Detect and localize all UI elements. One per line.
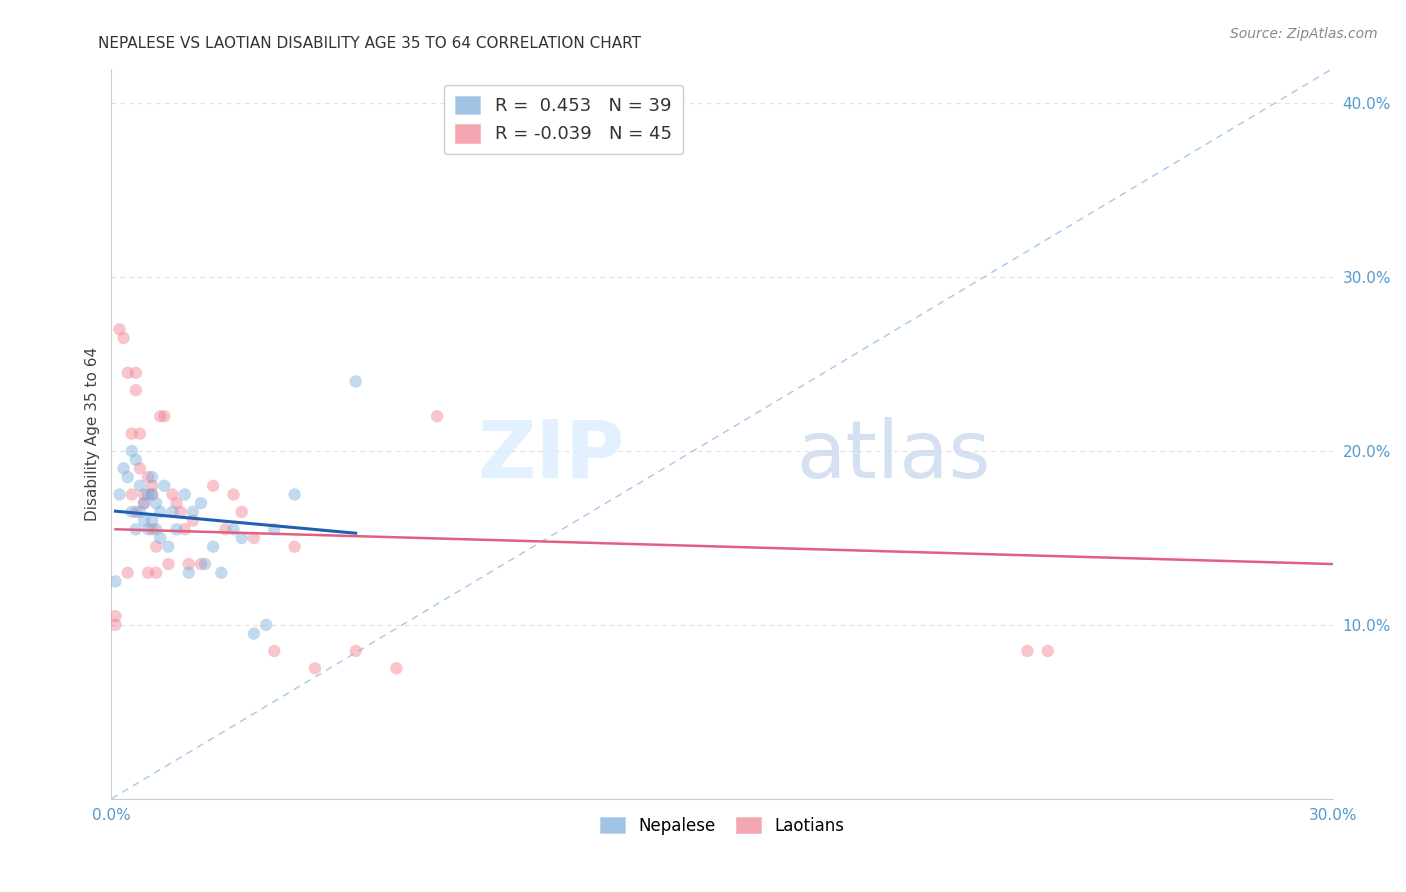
Point	[173, 487, 195, 501]
Point	[141, 514, 163, 528]
Point	[149, 505, 172, 519]
Point	[149, 409, 172, 424]
Point	[129, 461, 152, 475]
Point	[121, 487, 143, 501]
Point	[231, 531, 253, 545]
Point	[149, 531, 172, 545]
Point	[153, 409, 176, 424]
Point	[145, 540, 167, 554]
Point	[190, 496, 212, 510]
Point	[263, 522, 285, 536]
Point	[284, 487, 307, 501]
Point	[121, 505, 143, 519]
Point	[162, 505, 184, 519]
Point	[108, 487, 131, 501]
Point	[108, 322, 131, 336]
Point	[141, 522, 163, 536]
Point	[166, 522, 188, 536]
Point	[141, 487, 163, 501]
Point	[254, 618, 277, 632]
Point	[136, 470, 159, 484]
Y-axis label: Disability Age 35 to 64: Disability Age 35 to 64	[86, 347, 100, 521]
Point	[145, 566, 167, 580]
Point	[141, 487, 163, 501]
Point	[104, 618, 127, 632]
Point	[132, 496, 155, 510]
Point	[141, 470, 163, 484]
Point	[166, 496, 188, 510]
Point	[132, 487, 155, 501]
Text: atlas: atlas	[796, 417, 991, 494]
Point	[104, 609, 127, 624]
Point	[202, 540, 225, 554]
Point	[222, 487, 245, 501]
Point	[1017, 644, 1039, 658]
Point	[112, 331, 135, 345]
Point	[145, 522, 167, 536]
Point	[344, 644, 367, 658]
Point	[117, 470, 139, 484]
Point	[426, 409, 449, 424]
Point	[136, 487, 159, 501]
Point	[162, 487, 184, 501]
Point	[202, 479, 225, 493]
Point	[132, 496, 155, 510]
Point	[214, 522, 236, 536]
Point	[121, 444, 143, 458]
Point	[284, 540, 307, 554]
Point	[177, 557, 200, 571]
Point	[125, 366, 148, 380]
Point	[136, 566, 159, 580]
Point	[125, 505, 148, 519]
Point	[125, 383, 148, 397]
Point	[190, 557, 212, 571]
Point	[125, 452, 148, 467]
Point	[209, 566, 232, 580]
Point	[173, 522, 195, 536]
Point	[222, 522, 245, 536]
Point	[117, 366, 139, 380]
Point	[243, 531, 266, 545]
Point	[125, 522, 148, 536]
Point	[145, 496, 167, 510]
Point	[112, 461, 135, 475]
Point	[136, 522, 159, 536]
Point	[104, 574, 127, 589]
Point	[153, 479, 176, 493]
Point	[141, 479, 163, 493]
Legend: R =  0.453   N = 39, R = -0.039   N = 45: R = 0.453 N = 39, R = -0.039 N = 45	[444, 85, 682, 154]
Point	[129, 479, 152, 493]
Point	[263, 644, 285, 658]
Point	[157, 557, 180, 571]
Point	[304, 661, 326, 675]
Point	[121, 426, 143, 441]
Point	[117, 566, 139, 580]
Point	[169, 505, 191, 519]
Point	[181, 505, 204, 519]
Point	[177, 566, 200, 580]
Point	[231, 505, 253, 519]
Text: NEPALESE VS LAOTIAN DISABILITY AGE 35 TO 64 CORRELATION CHART: NEPALESE VS LAOTIAN DISABILITY AGE 35 TO…	[98, 36, 641, 51]
Point	[385, 661, 408, 675]
Point	[129, 505, 152, 519]
Point	[181, 514, 204, 528]
Text: Source: ZipAtlas.com: Source: ZipAtlas.com	[1230, 27, 1378, 41]
Point	[243, 626, 266, 640]
Point	[194, 557, 217, 571]
Point	[344, 375, 367, 389]
Point	[1036, 644, 1059, 658]
Point	[132, 514, 155, 528]
Point	[129, 426, 152, 441]
Point	[157, 540, 180, 554]
Text: ZIP: ZIP	[477, 417, 624, 494]
